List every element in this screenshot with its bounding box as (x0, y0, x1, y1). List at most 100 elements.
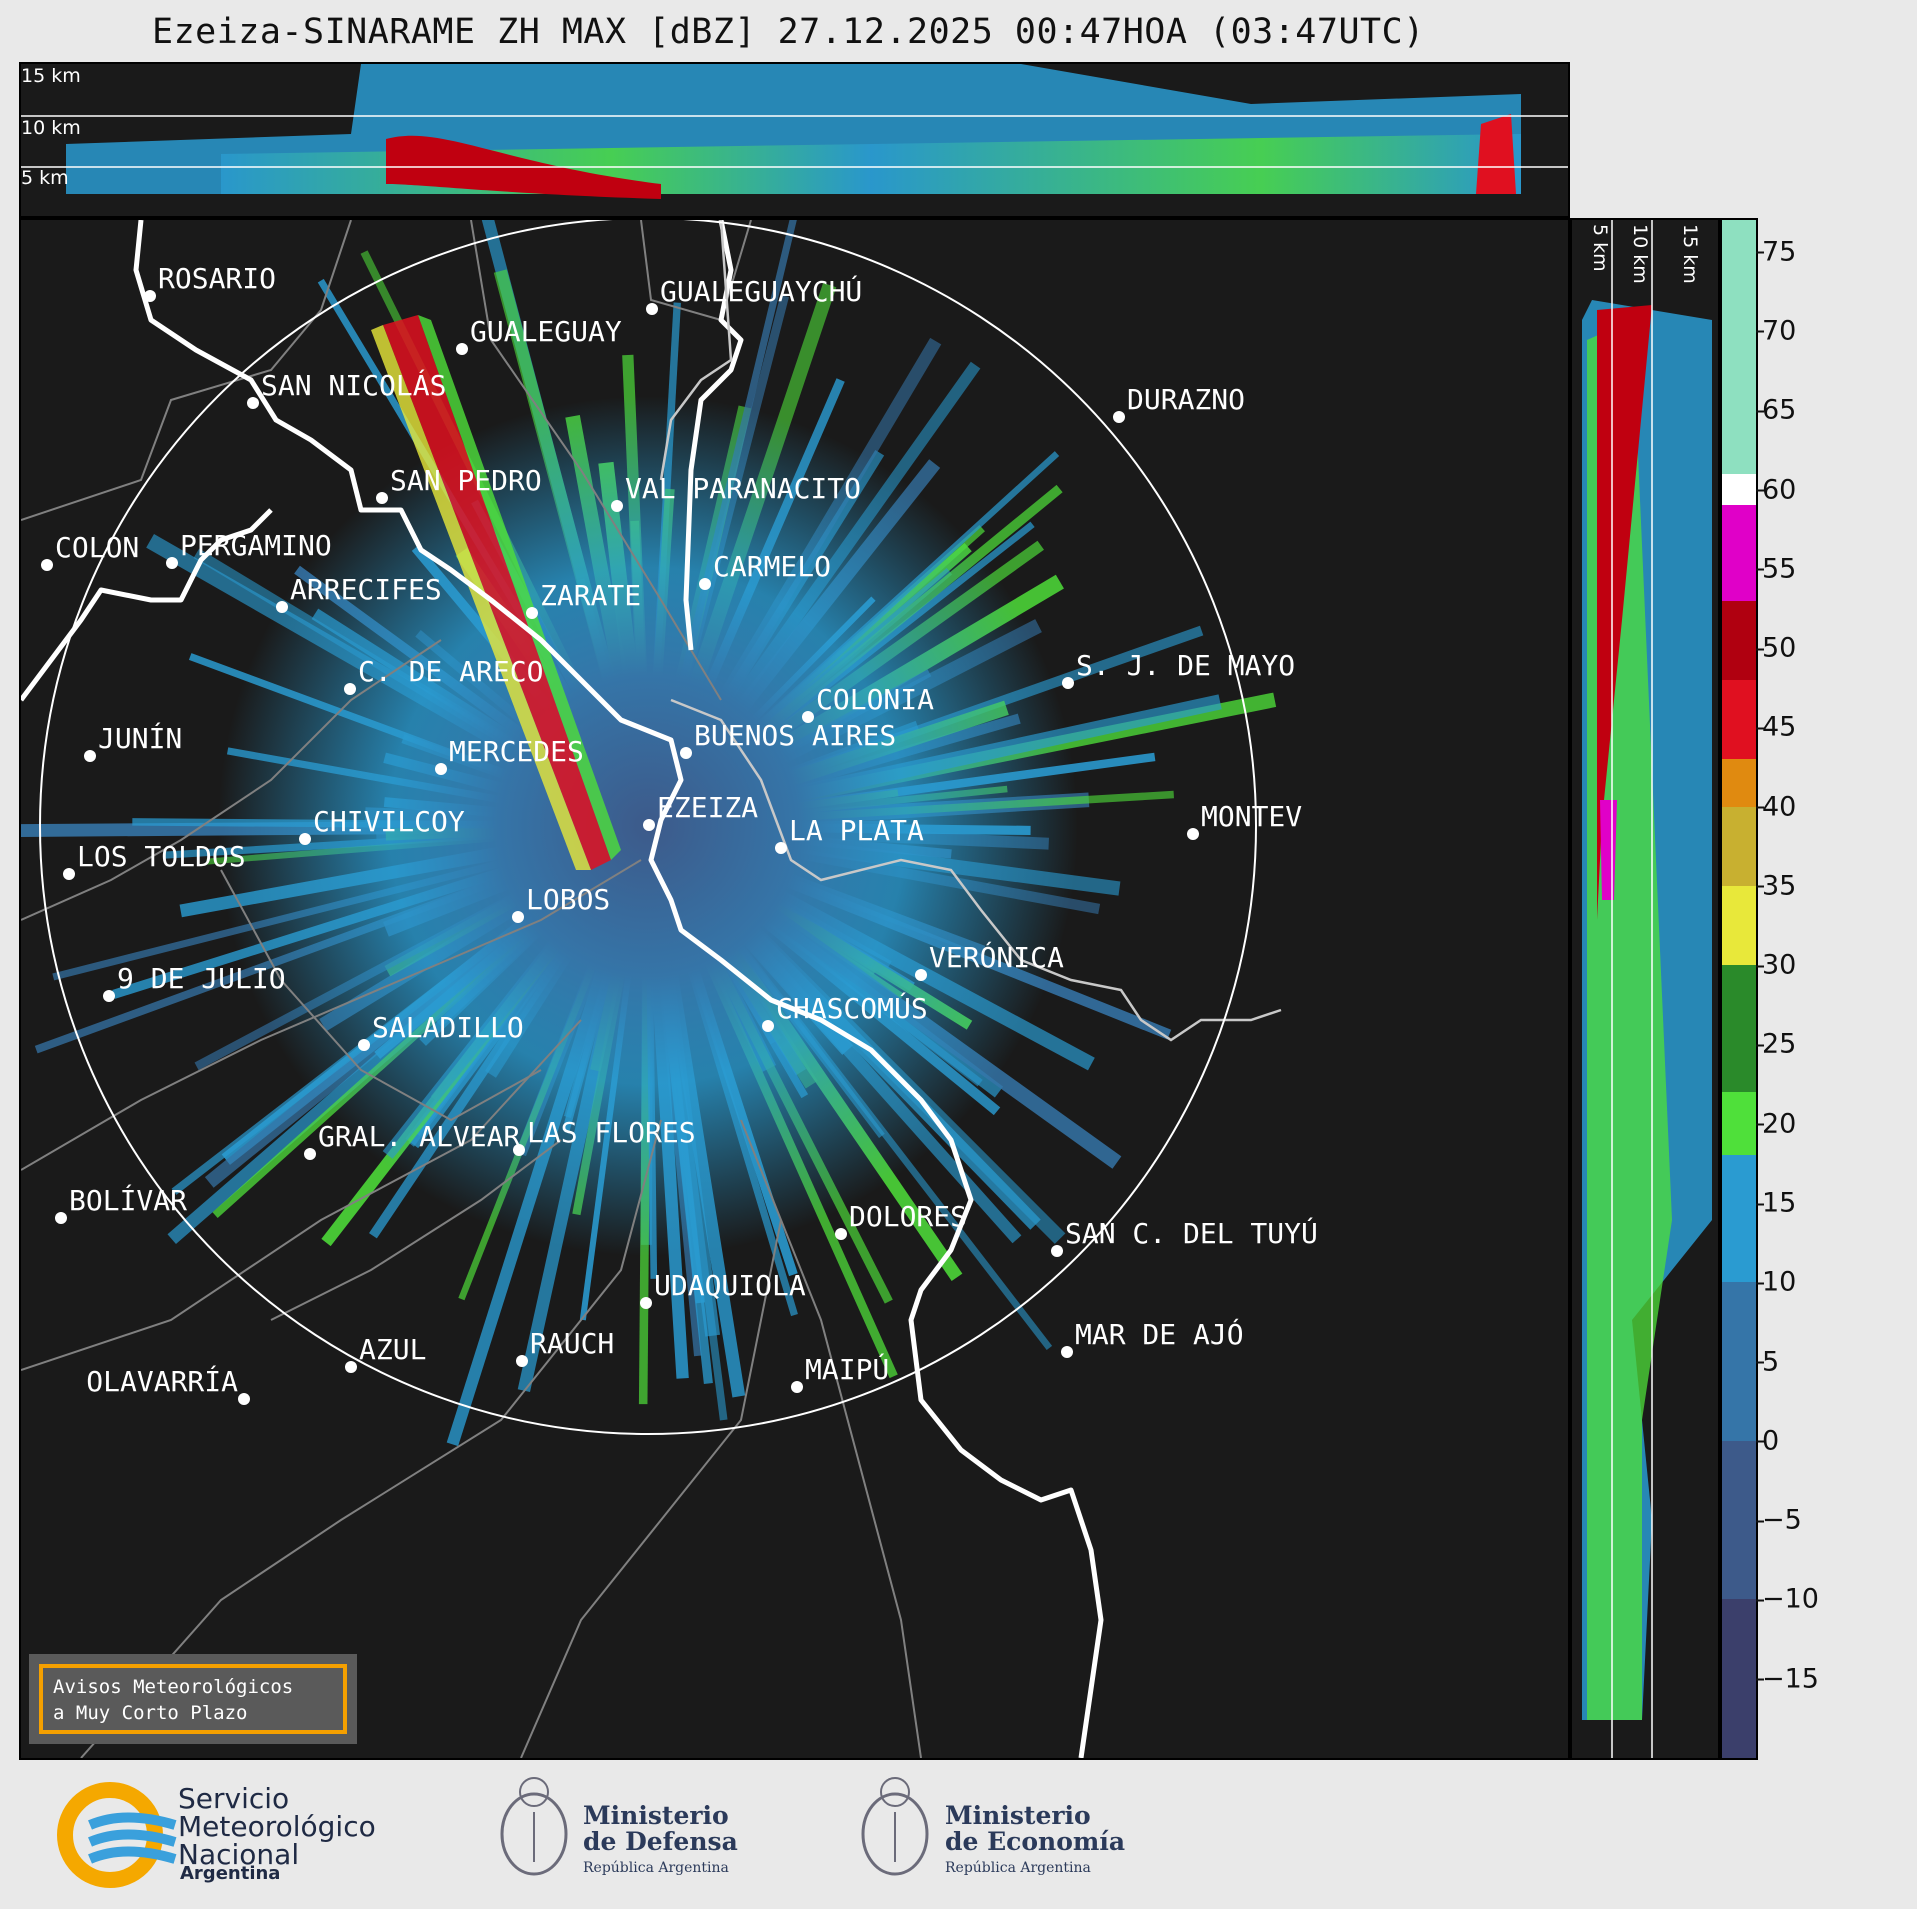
city-dot[interactable] (915, 969, 927, 981)
city-label: PERGAMINO (180, 529, 332, 562)
warning-box[interactable]: Avisos Meteorológicos a Muy Corto Plazo (29, 1654, 357, 1744)
radar-map-svg: ROSARIO GUALEGUAYCHÚ GUALEGUAY SAN NICOLÁS D… (21, 220, 1318, 1758)
city-label: RAUCH (530, 1327, 614, 1360)
colorbar-band (1722, 965, 1756, 1093)
colorbar-tick-label: 45 (1755, 711, 1797, 743)
economia-shield-icon (861, 1777, 929, 1876)
city-dot[interactable] (238, 1393, 250, 1405)
colorbar-tick-label: 25 (1755, 1028, 1797, 1060)
colorbar-band (1722, 1440, 1756, 1600)
footer (0, 1762, 1917, 1909)
colorbar-band (1722, 505, 1756, 601)
colorbar-band (1722, 759, 1756, 807)
coastline-and-rivers[interactable] (21, 220, 1104, 1758)
top-label-10km: 10 km (21, 117, 81, 139)
streak-green (418, 315, 621, 860)
city-dot[interactable] (512, 911, 524, 923)
city-label: GUALEGUAY (470, 315, 622, 348)
city-dot[interactable] (1061, 1346, 1073, 1358)
colorbar-tick-label: 0 (1755, 1425, 1780, 1457)
city-label: COLONIA (816, 683, 934, 716)
province-borders (21, 220, 922, 1758)
city-dot[interactable] (63, 868, 75, 880)
city-dot[interactable] (643, 819, 655, 831)
city-dot[interactable] (55, 1212, 67, 1224)
city-dot[interactable] (526, 607, 538, 619)
economia-line-1: Ministerio (945, 1801, 1091, 1830)
city-dot[interactable] (791, 1381, 803, 1393)
city-label: ROSARIO (158, 262, 276, 295)
city-dot[interactable] (775, 842, 787, 854)
city-dot[interactable] (1062, 677, 1074, 689)
city-dot[interactable] (166, 557, 178, 569)
city-label: CARMELO (713, 550, 831, 583)
city-dot[interactable] (762, 1020, 774, 1032)
city-dot[interactable] (680, 747, 692, 759)
side-echo-max (1600, 800, 1617, 900)
smn-logo-icon (57, 1782, 177, 1888)
colorbar-tick-label: 35 (1755, 870, 1797, 902)
colorbar-tick-label: 70 (1755, 315, 1797, 347)
colorbar-band (1722, 1092, 1756, 1156)
city-label: EZEIZA (657, 791, 758, 824)
city-label: OLAVARRÍA (86, 1364, 238, 1398)
colorbar-tick-label: 15 (1755, 1187, 1797, 1219)
city-label: UDAQUIOLA (654, 1269, 806, 1302)
city-dot[interactable] (835, 1228, 847, 1240)
strong-echo-streak (383, 315, 611, 870)
city-label: SAN PEDRO (390, 464, 542, 497)
colorbar-band (1722, 473, 1756, 506)
city-dot[interactable] (1187, 828, 1199, 840)
colorbar-band (1722, 1282, 1756, 1441)
city-label: LA PLATA (789, 814, 924, 847)
city-dot[interactable] (435, 763, 447, 775)
city-label: 9 DE JULIO (117, 962, 286, 995)
city-dot[interactable] (456, 343, 468, 355)
city-dot[interactable] (144, 290, 156, 302)
city-dot[interactable] (376, 492, 388, 504)
city-label: ARRECIFES (290, 573, 442, 606)
side-cross-section-svg: 5 km 10 km 15 km (1582, 220, 1712, 1758)
city-dot[interactable] (84, 750, 96, 762)
city-dot[interactable] (304, 1148, 316, 1160)
city-dot[interactable] (1051, 1245, 1063, 1257)
colorbar-band (1722, 1599, 1756, 1758)
smn-line-3: Nacional (178, 1838, 300, 1871)
colorbar-tick-label: 75 (1755, 236, 1797, 268)
city-dot[interactable] (103, 990, 115, 1002)
city-dot[interactable] (640, 1297, 652, 1309)
city-dot[interactable] (276, 601, 288, 613)
city-label: COLON (55, 531, 139, 564)
city-dot[interactable] (344, 683, 356, 695)
city-dot[interactable] (1113, 411, 1125, 423)
colorbar-tick-label: 60 (1755, 474, 1797, 506)
city-markers: ROSARIO GUALEGUAYCHÚ GUALEGUAY SAN NICOLÁS D… (41, 262, 1318, 1405)
colorbar-band (1722, 806, 1756, 886)
colorbar-band (1722, 1155, 1756, 1283)
city-dot[interactable] (646, 303, 658, 315)
title-text: Ezeiza-SINARAME ZH MAX [dBZ] 27.12.2025 … (152, 12, 1425, 52)
defensa-line-1: Ministerio (583, 1801, 729, 1830)
city-dot[interactable] (516, 1355, 528, 1367)
city-dot[interactable] (802, 711, 814, 723)
colorbar-band (1722, 600, 1756, 680)
economia-title: Ministerio de Economía (945, 1803, 1125, 1855)
colorbar-tick-label: −10 (1756, 1583, 1819, 1615)
radar-map-panel[interactable]: ROSARIO GUALEGUAYCHÚ GUALEGUAY SAN NICOLÁS D… (19, 218, 1570, 1760)
city-dot[interactable] (699, 578, 711, 590)
city-label: CHASCOMÚS (776, 991, 928, 1025)
city-dot[interactable] (358, 1039, 370, 1051)
city-label: MONTEV (1201, 800, 1302, 833)
defensa-sub: República Argentina (583, 1860, 729, 1876)
city-dot[interactable] (345, 1361, 357, 1373)
city-dot[interactable] (611, 500, 623, 512)
city-dot[interactable] (513, 1144, 525, 1156)
city-dot[interactable] (41, 559, 53, 571)
city-dot[interactable] (247, 397, 259, 409)
defensa-line-2: de Defensa (583, 1827, 738, 1856)
city-dot[interactable] (299, 833, 311, 845)
colorbar-tick-label: 20 (1755, 1108, 1797, 1140)
colorbar-band (1722, 885, 1756, 966)
side-label-10km: 10 km (1629, 224, 1651, 284)
colorbar-tick-label: −15 (1756, 1663, 1819, 1695)
